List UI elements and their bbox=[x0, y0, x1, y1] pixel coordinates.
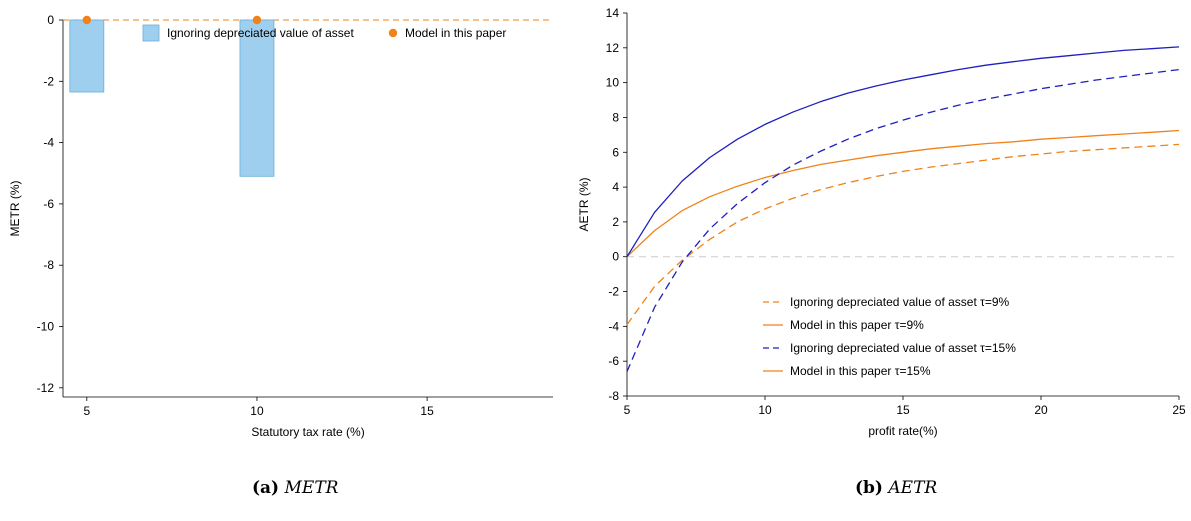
legend-swatch-bar bbox=[142, 24, 160, 42]
x-axis-label: profit rate(%) bbox=[868, 424, 937, 438]
x-tick-label: 5 bbox=[83, 404, 90, 418]
series-line-1 bbox=[626, 143, 1180, 325]
y-tick-label: 14 bbox=[606, 6, 620, 20]
y-axis-label: METR (%) bbox=[8, 181, 22, 237]
y-tick-label: 6 bbox=[612, 145, 619, 159]
y-tick-label: -8 bbox=[608, 389, 619, 403]
y-tick-label: 2 bbox=[612, 215, 619, 229]
x-tick-label: 15 bbox=[896, 403, 910, 417]
legend-label: Ignoring depreciated value of asset τ=15… bbox=[790, 341, 1016, 355]
legend-label: Ignoring depreciated value of asset τ=9% bbox=[790, 295, 1010, 309]
data-point bbox=[252, 15, 262, 25]
y-tick-label: -10 bbox=[37, 320, 55, 334]
x-axis-label: Statutory tax rate (%) bbox=[251, 425, 364, 439]
legend-label: Model in this paper τ=9% bbox=[790, 318, 924, 332]
y-tick-label: -2 bbox=[608, 285, 619, 299]
bar bbox=[239, 19, 275, 177]
y-tick-label: -2 bbox=[43, 74, 54, 88]
caption-a-tag: (a) bbox=[252, 478, 280, 498]
y-tick-label: 0 bbox=[612, 250, 619, 264]
caption-b: (b) AETR bbox=[855, 478, 937, 498]
y-tick-label: -8 bbox=[43, 258, 54, 272]
data-point bbox=[82, 15, 92, 25]
x-tick-label: 10 bbox=[758, 403, 772, 417]
series-line-2 bbox=[626, 129, 1180, 258]
series-line-3 bbox=[626, 68, 1180, 372]
x-tick-label: 15 bbox=[420, 404, 434, 418]
y-axis-label: AETR (%) bbox=[577, 177, 591, 231]
x-tick-label: 5 bbox=[624, 403, 631, 417]
y-tick-label: -6 bbox=[43, 197, 54, 211]
series-line-4 bbox=[626, 46, 1180, 258]
chart-metr: 0 -2 -4 -6 -8 -10 -12 5 10 15 Statutory tax rate (… bbox=[8, 13, 553, 439]
y-tick-label: -12 bbox=[37, 381, 55, 395]
legend-swatch-point bbox=[388, 28, 398, 38]
legend-label: Ignoring depreciated value of asset bbox=[167, 26, 354, 40]
y-tick-label: 12 bbox=[606, 41, 620, 55]
y-tick-label: 4 bbox=[612, 180, 619, 194]
caption-a-text: METR bbox=[284, 478, 339, 498]
caption-a: (a) METR bbox=[252, 478, 338, 498]
y-tick-label: -4 bbox=[608, 319, 619, 333]
y-tick-label: 8 bbox=[612, 110, 619, 124]
legend-label: Model in this paper bbox=[405, 26, 506, 40]
x-tick-label: 10 bbox=[250, 404, 264, 418]
x-tick-label: 20 bbox=[1034, 403, 1048, 417]
y-tick-label: -6 bbox=[608, 354, 619, 368]
y-tick-label: 0 bbox=[47, 13, 54, 27]
x-tick-label: 25 bbox=[1172, 403, 1186, 417]
legend-label: Model in this paper τ=15% bbox=[790, 364, 931, 378]
caption-b-text: AETR bbox=[888, 478, 938, 498]
caption-b-tag: (b) bbox=[855, 478, 883, 498]
bar bbox=[69, 19, 105, 93]
y-tick-label: 10 bbox=[606, 76, 620, 90]
y-tick-label: -4 bbox=[43, 136, 54, 150]
